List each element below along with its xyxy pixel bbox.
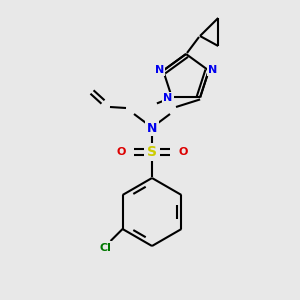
Text: O: O [116, 147, 126, 157]
Text: Cl: Cl [100, 243, 112, 253]
Text: N: N [208, 64, 218, 75]
Text: O: O [178, 147, 188, 157]
Text: S: S [147, 145, 157, 159]
Text: N: N [163, 93, 172, 103]
Text: N: N [147, 122, 157, 134]
Text: N: N [154, 64, 164, 75]
